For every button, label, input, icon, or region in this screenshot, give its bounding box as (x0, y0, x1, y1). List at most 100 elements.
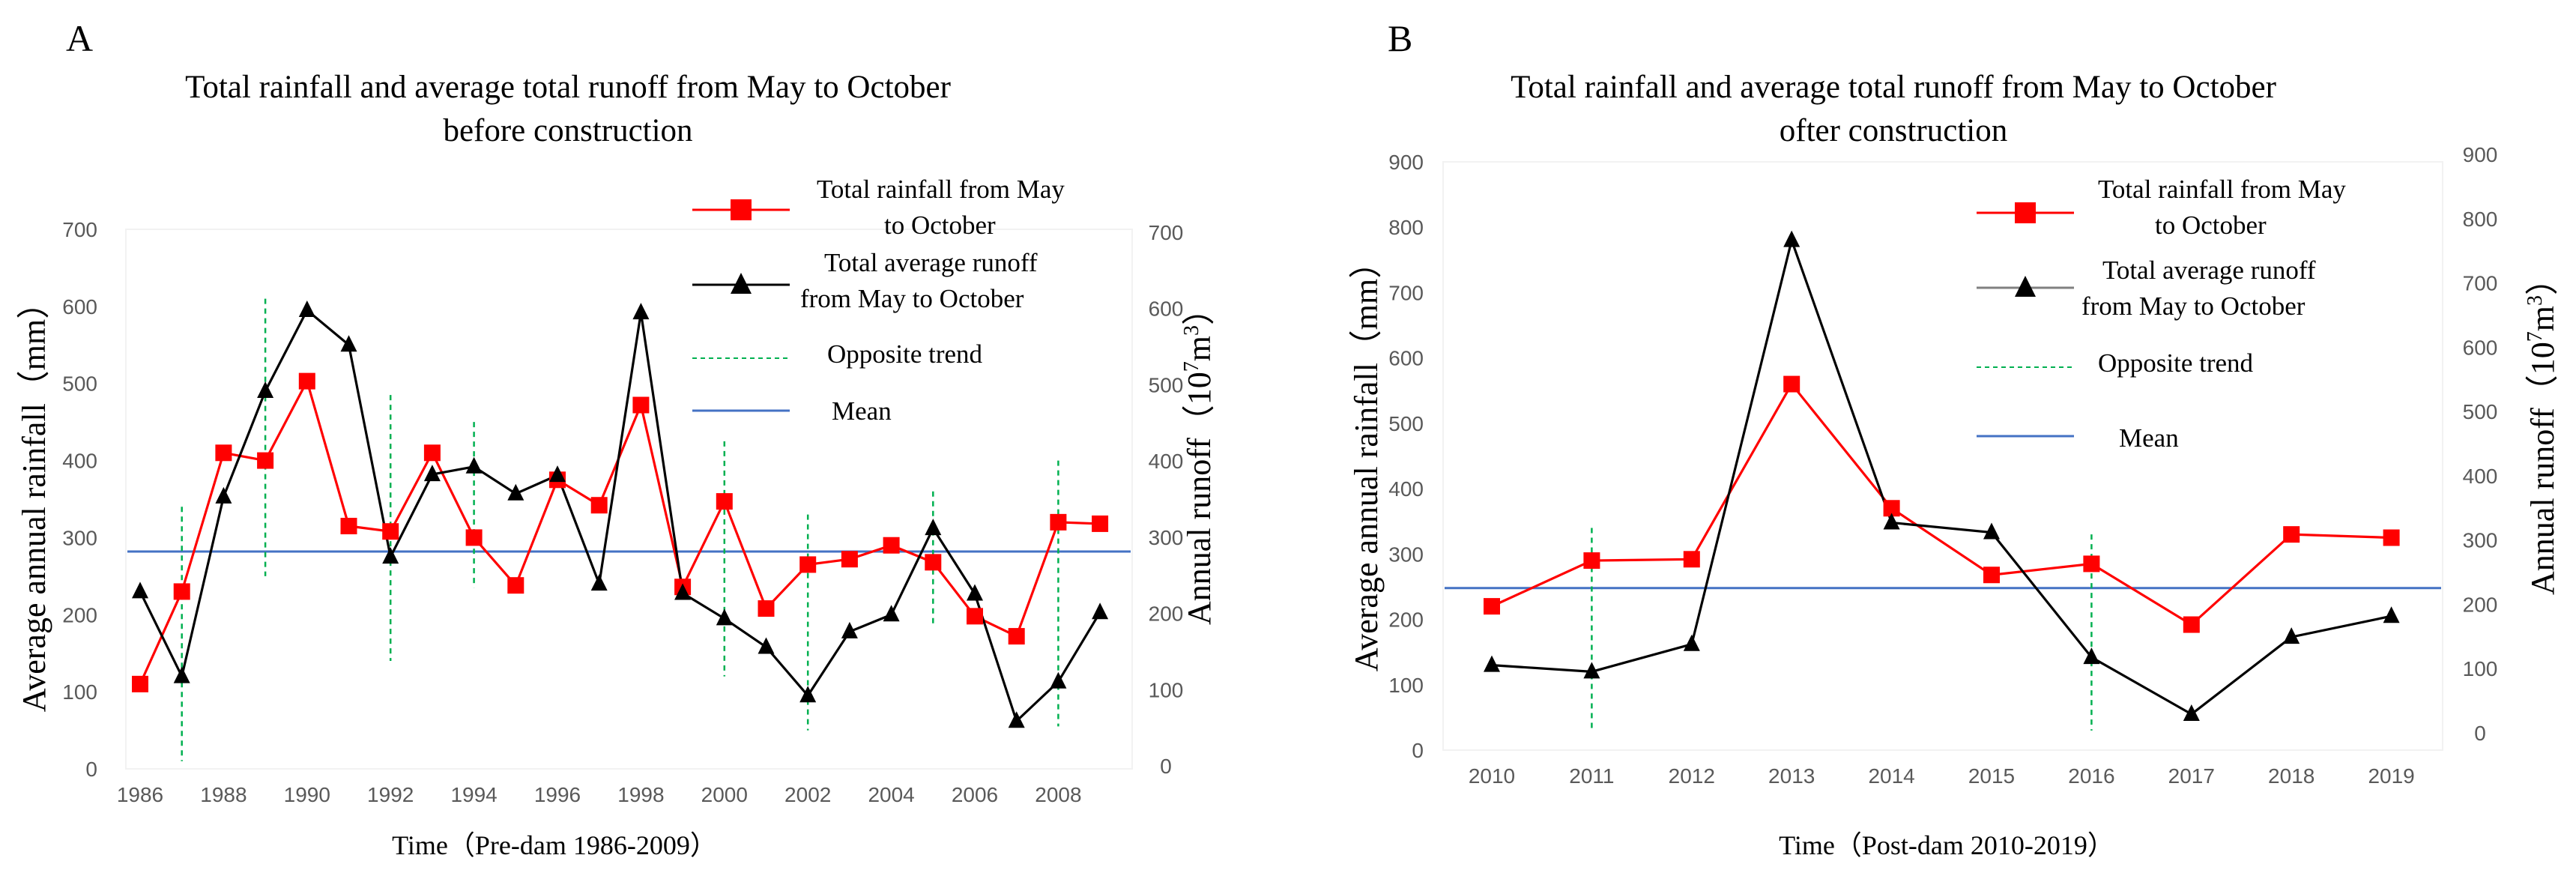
x-tick-label: 2006 (952, 783, 998, 806)
runoff-point (1583, 662, 1600, 679)
runoff-series-line (1491, 236, 2392, 716)
runoff-point (925, 519, 942, 536)
x-tick-label: 2002 (784, 783, 831, 806)
y2-tick-labels: 0 100 200 300 400 500 600 700 800 900 (2463, 143, 2498, 745)
legend-label-runoff-line-2: from May to October (800, 284, 1024, 313)
rainfall-point (465, 529, 483, 546)
runoff-point (632, 303, 650, 320)
runoff-point (257, 381, 274, 398)
y2-tick-label: 300 (1149, 526, 1184, 549)
rainfall-series-line (1491, 381, 2392, 626)
y2-label-close: ） (1181, 292, 1218, 325)
x-tick-label: 1988 (200, 783, 247, 806)
runoff-point (1783, 230, 1801, 247)
chart-title-line-2: before construction (443, 113, 692, 148)
y2-tick-label: 300 (2463, 529, 2498, 552)
y2-label-text: Annual runoff（ (1181, 405, 1218, 625)
series-group (132, 300, 1109, 728)
runoff-point (2283, 627, 2300, 644)
y2-tick-label: 100 (1149, 678, 1184, 701)
rainfall-point (2283, 526, 2300, 543)
y2-tick-label: 400 (2463, 465, 2498, 488)
rainfall-point (1583, 552, 1600, 570)
rainfall-point (2183, 616, 2200, 633)
x-tick-label: 1986 (117, 783, 163, 806)
legend-swatch-rainfall-marker (731, 199, 752, 220)
runoff-point (883, 605, 900, 622)
rainfall-point (632, 396, 650, 414)
rainfall-point (1883, 500, 1900, 517)
legend-label-rainfall-line-1: Total rainfall from May (817, 175, 1065, 204)
runoff-point (1484, 655, 1500, 672)
runoff-series-line (139, 308, 1101, 724)
y2-label-unit: 10 (2524, 342, 2561, 375)
rainfall-point (1783, 375, 1801, 393)
y2-label-unit: 10 (1181, 372, 1218, 405)
rainfall-point (799, 556, 817, 573)
rainfall-point (925, 554, 942, 571)
runoff-point (1008, 711, 1025, 728)
rainfall-point (382, 523, 399, 540)
y2-axis-label: Annual runoff（107m3） (2524, 262, 2561, 595)
legend-label-rainfall-line-2: to October (884, 211, 996, 240)
x-tick-label: 1990 (284, 783, 330, 806)
opposite-trend-group (1591, 528, 2093, 731)
y2-tick-label: 200 (2463, 593, 2498, 616)
rainfall-point (215, 444, 232, 462)
runoff-point (2183, 704, 2200, 722)
y2-label-m: m (2524, 306, 2561, 331)
rainfall-series-line (139, 378, 1101, 685)
legend-swatch-runoff-marker (2015, 276, 2036, 297)
y-tick-label: 0 (85, 758, 97, 781)
runoff-point (841, 621, 858, 638)
x-tick-label: 2014 (1868, 764, 1914, 788)
y2-tick-label: 0 (1160, 755, 1172, 778)
rainfall-point (298, 372, 315, 390)
legend: Total rainfall from May to October Total… (692, 175, 1065, 426)
x-tick-label: 1996 (534, 783, 581, 806)
rainfall-point (1008, 628, 1025, 645)
y2-label-text: Annual runoff（ (2524, 375, 2561, 595)
runoff-point (298, 300, 315, 317)
y2-tick-label: 600 (2463, 336, 2498, 359)
series-group (1484, 230, 2400, 722)
runoff-point (1983, 522, 2000, 540)
y-tick-labels: 0 100 200 300 400 500 600 700 (62, 218, 97, 781)
x-tick-label: 2008 (1035, 783, 1081, 806)
legend-label-opposite-trend: Opposite trend (2098, 348, 2254, 378)
y-tick-label: 700 (62, 218, 97, 241)
runoff-point (549, 465, 566, 483)
y2-tick-label: 500 (1149, 373, 1184, 396)
plot-area (1442, 161, 2443, 751)
runoff-point (590, 574, 608, 591)
plot-area (125, 229, 1133, 770)
runoff-point (465, 456, 483, 474)
rainfall-point (257, 452, 274, 469)
x-tick-label: 1998 (617, 783, 664, 806)
legend-label-rainfall-line-2: to October (2155, 211, 2267, 240)
runoff-point (1092, 602, 1109, 620)
y2-tick-label: 900 (2463, 143, 2498, 166)
y-tick-label: 0 (1412, 739, 1424, 762)
y2-tick-label: 600 (1149, 297, 1184, 321)
y-tick-label: 500 (62, 372, 97, 396)
x-tick-label: 2000 (701, 783, 748, 806)
x-tick-label: 2017 (2168, 764, 2215, 788)
rainfall-point (1983, 567, 2000, 584)
y-tick-label: 900 (1388, 151, 1424, 174)
y-tick-label: 100 (1388, 674, 1424, 697)
x-tick-label: 2018 (2268, 764, 2315, 788)
legend-label-opposite-trend: Opposite trend (827, 339, 983, 369)
y-tick-label: 200 (62, 603, 97, 626)
y-tick-label: 200 (1388, 608, 1424, 632)
x-tick-label: 2004 (868, 783, 914, 806)
runoff-point (507, 483, 524, 501)
y2-tick-label: 400 (1149, 450, 1184, 473)
runoff-point (1883, 513, 1900, 530)
runoff-point (758, 637, 775, 654)
x-tick-label: 2013 (1768, 764, 1815, 788)
panel-a: A Total rainfall and average total runof… (16, 17, 1218, 860)
legend-label-mean: Mean (832, 396, 892, 426)
y2-label-close: ） (2524, 262, 2561, 295)
x-tick-label: 2015 (1968, 764, 2015, 788)
